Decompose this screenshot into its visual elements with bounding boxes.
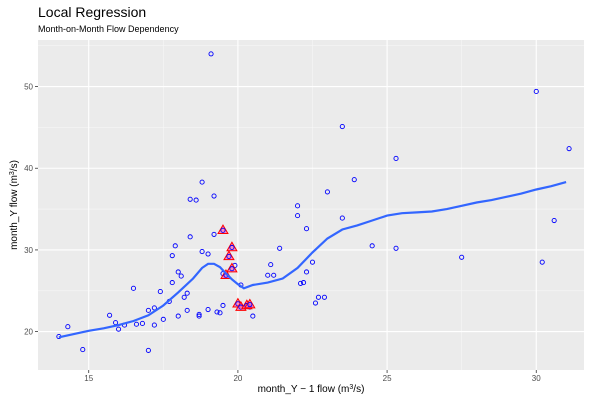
data-point [184,307,190,313]
x-axis-title: month_Y − 1 flow (m3/s) [258,384,365,396]
data-point [175,269,181,275]
data-point [187,196,193,202]
data-point [268,262,274,268]
data-point [160,316,166,322]
data-point [65,324,71,330]
data-point [181,294,187,300]
axis-ticks [35,86,537,373]
grid-major [38,40,584,370]
highlight-point [229,266,235,272]
highlighted-points [217,224,256,311]
data-point [300,280,307,286]
data-point [312,300,319,306]
data-point [196,311,202,318]
data-point [321,294,327,300]
x-tick-label: 20 [233,374,242,383]
data-point [139,320,145,326]
data-point [205,251,211,257]
data-point [533,88,539,95]
data-point [211,231,217,237]
data-point [459,254,465,260]
data-point [277,245,283,251]
data-point [145,307,151,313]
data-point [214,309,220,315]
data-point [169,280,175,286]
data-point [295,213,301,219]
data-point [193,197,199,203]
data-point [172,243,178,249]
data-point [187,234,193,240]
data-point [539,259,545,265]
data-point [196,313,202,319]
data-point [324,189,330,195]
data-point [80,347,86,353]
data-point [393,155,399,161]
data-point [295,203,301,209]
data-point [107,312,113,318]
data-point [339,124,345,130]
data-point [208,51,214,57]
highlight-triangle [244,298,256,309]
data-point [265,272,271,278]
data-point [199,249,205,255]
data-point [130,285,137,291]
data-point [178,273,184,279]
data-point [303,226,310,232]
data-point [309,259,316,265]
data-point [339,215,345,221]
highlight-point [226,253,232,260]
chart-subtitle: Month-on-Month Flow Dependency [38,24,179,34]
data-point [151,305,157,311]
data-point [169,253,175,259]
y-axis-title: month_Y flow (m3/s) [9,160,21,250]
data-point [184,290,190,296]
y-tick-label: 20 [24,328,33,337]
data-point [205,307,211,313]
loess-smooth-line [58,181,567,339]
chart-title: Local Regression [38,4,147,20]
data-point [271,272,277,278]
data-point [211,193,217,199]
data-point [551,217,557,224]
highlight-triangle [217,224,229,235]
data-point [393,245,399,251]
data-point [315,294,322,300]
data-point [220,302,226,309]
y-tick-label: 40 [24,164,33,173]
data-point [351,177,357,183]
data-point [199,179,205,185]
highlight-point [229,244,235,251]
data-point [145,347,151,353]
y-tick-label: 50 [24,83,33,92]
data-point [303,269,310,275]
data-point [116,326,122,332]
data-point [151,322,157,328]
data-point [157,289,163,295]
highlight-triangle [226,241,238,252]
highlight-point [247,302,253,308]
x-tick-label: 25 [383,374,392,383]
data-point [175,313,181,319]
data-point [369,243,375,249]
data-point [250,313,256,319]
x-tick-label: 30 [532,374,541,383]
y-tick-label: 30 [24,246,33,255]
data-point [217,310,223,316]
highlight-triangle [226,262,238,273]
highlight-point [220,227,226,233]
data-point [133,321,140,327]
x-tick-label: 15 [84,374,93,383]
data-point [566,146,572,152]
highlight-triangle [223,250,235,261]
plot-panel [38,40,584,370]
data-point [298,280,304,286]
axis-tick-labels: 15 20 25 30 20 30 40 50 [24,83,541,383]
